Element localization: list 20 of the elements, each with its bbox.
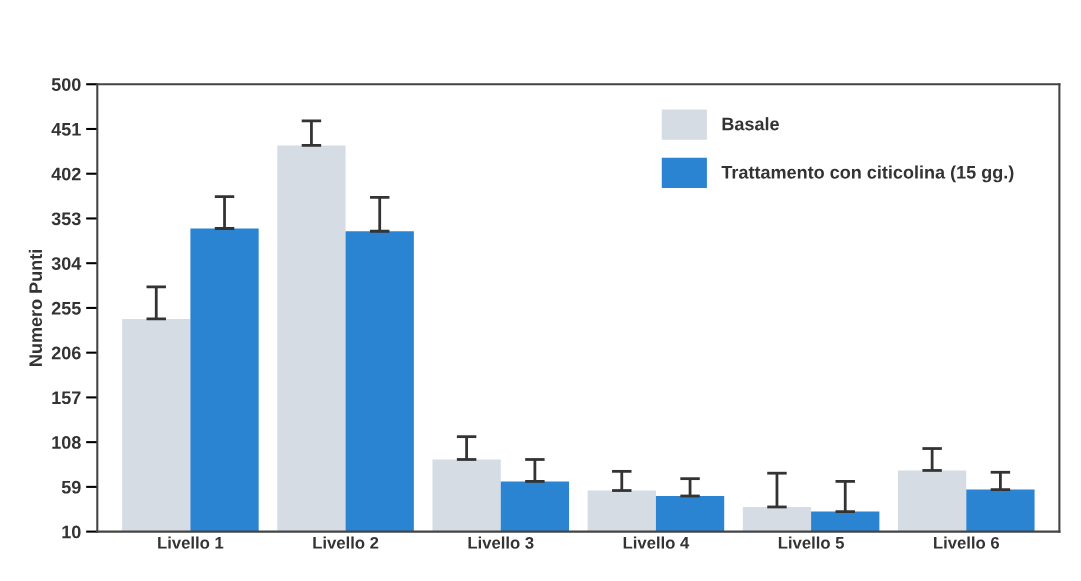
y-tick-label: 255 [51, 301, 81, 315]
y-tick-label: 304 [51, 257, 82, 270]
x-tick-label: Livello 6 [934, 536, 1000, 549]
y-tick-label: 59 [61, 480, 81, 494]
y-tick-label: 451 [51, 123, 81, 136]
legend-label: Trattamento con citicolina (15 gg.) [721, 165, 1014, 183]
y-tick-label: 402 [51, 167, 81, 181]
y-tick-label: 206 [51, 346, 81, 360]
x-tick-label: Livello 4 [623, 536, 690, 549]
y-tick-label: 108 [52, 436, 81, 449]
y-tick-label: 157 [52, 391, 81, 405]
legend-label: Basale [722, 117, 779, 131]
x-tick-label: Livello 3 [468, 536, 534, 549]
x-tick-label: Livello 2 [313, 536, 379, 549]
x-tick-label: Livello 1 [158, 536, 224, 549]
y-axis-title: Numero Punti [28, 250, 43, 366]
y-tick-label: 353 [51, 212, 81, 226]
x-tick-label: Livello 5 [778, 536, 844, 549]
y-tick-label: 10 [62, 525, 81, 539]
y-tick-label: 500 [51, 78, 81, 91]
